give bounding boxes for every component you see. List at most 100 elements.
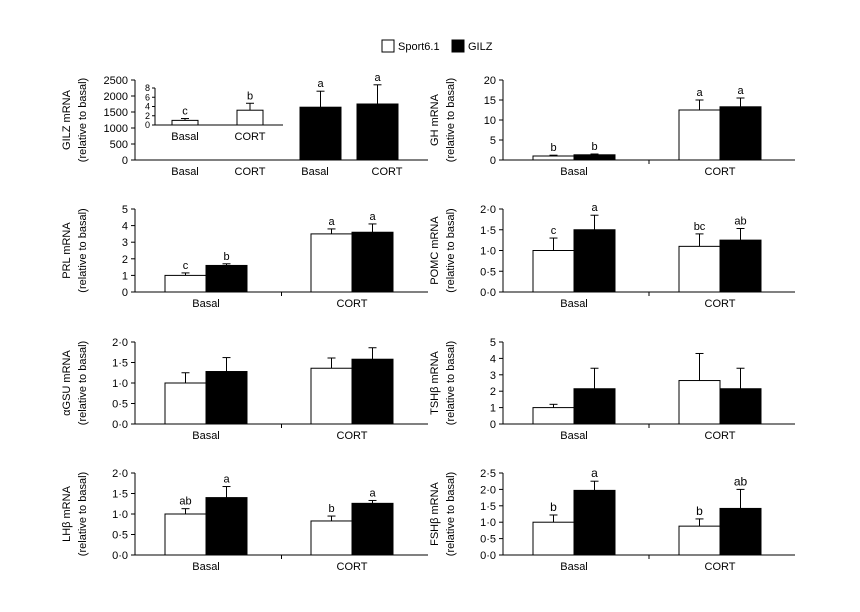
bar (573, 489, 616, 556)
y-axis-label: TSHβ mRNA (429, 350, 441, 414)
y-tick-label: 500 (110, 139, 128, 151)
y-tick-label: 1·5 (112, 358, 128, 370)
x-tick-label: Basal (560, 166, 588, 178)
y-tick-label: 0 (122, 287, 128, 299)
y-tick-label: 1 (122, 270, 128, 282)
bar (719, 507, 762, 556)
y-tick-label: 0·5 (480, 534, 496, 546)
panel-lhb: 0·0 0·5 1·0 1·5 2·0 LHβ mRNA (relative to basa… (61, 468, 428, 573)
y-tick-label: 0·5 (112, 399, 128, 411)
significance-letter: c (182, 106, 188, 118)
y-tick-label: 0·0 (480, 550, 496, 562)
significance-letter: c (551, 225, 557, 237)
significance-letter: b (550, 142, 556, 154)
y-tick-label: 1500 (104, 107, 128, 119)
x-tick-label: Basal (192, 561, 220, 573)
bar (678, 380, 721, 425)
y-axis-label: PRL mRNA (61, 222, 73, 279)
panel-gilz: 0 500 1000 1500 2000 2500 GILZ mRNA (relative t… (61, 72, 428, 178)
bar (310, 233, 353, 293)
significance-letter: a (328, 216, 335, 228)
significance-letter: a (374, 72, 381, 84)
bar (356, 103, 399, 161)
y-tick-label: 0·0 (112, 550, 128, 562)
x-tick-label: Basal (192, 298, 220, 310)
inset-x-tick-label: Basal (171, 131, 199, 143)
y-tick-label: 2 (490, 386, 496, 398)
x-tick-label: CORT (372, 166, 403, 178)
y-tick-label: 1·0 (112, 509, 128, 521)
significance-letter: c (183, 260, 189, 272)
bar (205, 497, 248, 556)
panel-agsu: 0·0 0·5 1·0 1·5 2·0 αGSU mRNA (relative to bas… (61, 337, 428, 442)
x-tick-label: Basal (560, 561, 588, 573)
x-tick-label: CORT (705, 166, 736, 178)
panel-gh: 0 5 10 15 20 GH mRNA (relative to basal) b b Basa… (429, 75, 795, 178)
y-axis-label: FSHβ mRNA (429, 481, 441, 545)
bar (678, 109, 721, 161)
x-tick-label: CORT (705, 561, 736, 573)
y-tick-label: 2·0 (480, 484, 496, 496)
y-tick-label: 2·0 (112, 468, 128, 480)
bar (532, 155, 575, 161)
bar (205, 371, 248, 425)
x-tick-label: CORT (337, 298, 368, 310)
bar (678, 245, 721, 293)
x-tick-label: Basal (192, 430, 220, 442)
panel-fshb: 0·0 0·5 1·0 1·5 2·0 2·5 FSHβ mRNA (relative to … (429, 466, 795, 573)
y-tick-label: 4 (122, 221, 128, 233)
bar (310, 367, 353, 425)
significance-letter: ab (734, 216, 746, 228)
inset-y-tick-label: 4 (145, 102, 150, 112)
x-tick-label: Basal (560, 298, 588, 310)
bar (719, 388, 762, 425)
x-tick-label: CORT (705, 430, 736, 442)
legend: Sport6.1 GILZ (381, 39, 493, 53)
y-tick-label: 2·5 (480, 468, 496, 480)
y-tick-label: 2000 (104, 91, 128, 103)
bar (171, 119, 199, 126)
y-tick-label: 15 (484, 95, 496, 107)
significance-letter: a (369, 211, 376, 223)
y-tick-label: 20 (484, 75, 496, 87)
x-tick-label: CORT (337, 430, 368, 442)
bar (351, 231, 394, 293)
y-axis-label: (relative to basal) (445, 78, 457, 162)
bar (351, 358, 394, 425)
significance-letter: a (317, 78, 324, 90)
bar (573, 154, 616, 161)
panel-tshb: 0 1 2 3 4 5 TSHβ mRNA (relative to basal) Basal C… (429, 337, 795, 442)
y-tick-label: 0 (490, 155, 496, 167)
y-tick-label: 0·5 (480, 266, 496, 278)
y-tick-label: 0 (122, 155, 128, 167)
significance-letter: ab (179, 496, 191, 508)
bar (310, 520, 353, 556)
y-tick-label: 1 (490, 403, 496, 415)
y-tick-label: 2·0 (480, 204, 496, 216)
panel-prl: 0 1 2 3 4 5 PRL mRNA (relative to basal) c b Basal… (61, 204, 428, 310)
panel-pomc: 0·0 0·5 1·0 1·5 2·0 POMC mRNA (relative to bas… (429, 202, 795, 310)
y-axis-label: POMC mRNA (429, 216, 441, 285)
significance-letter: a (369, 487, 376, 499)
bar (164, 513, 207, 556)
inset-y-tick-label: 8 (145, 83, 150, 93)
significance-letter: b (328, 503, 334, 515)
y-tick-label: 1·0 (112, 378, 128, 390)
y-tick-label: 2·0 (112, 337, 128, 349)
y-tick-label: 0·5 (112, 530, 128, 542)
x-tick-label: Basal (560, 430, 588, 442)
y-tick-label: 0 (490, 419, 496, 431)
significance-letter: a (737, 85, 744, 97)
significance-letter: a (696, 87, 703, 99)
significance-letter: ab (734, 474, 748, 488)
y-axis-label: (relative to basal) (445, 341, 457, 425)
y-axis-label: (relative to basal) (77, 78, 89, 162)
y-tick-label: 3 (490, 370, 496, 382)
bar (532, 407, 575, 425)
significance-letter: b (223, 251, 229, 263)
significance-letter: a (591, 202, 598, 214)
bar (164, 274, 207, 293)
bar (299, 106, 342, 161)
inset-y-tick-label: 6 (145, 92, 150, 102)
y-tick-label: 5 (490, 337, 496, 349)
